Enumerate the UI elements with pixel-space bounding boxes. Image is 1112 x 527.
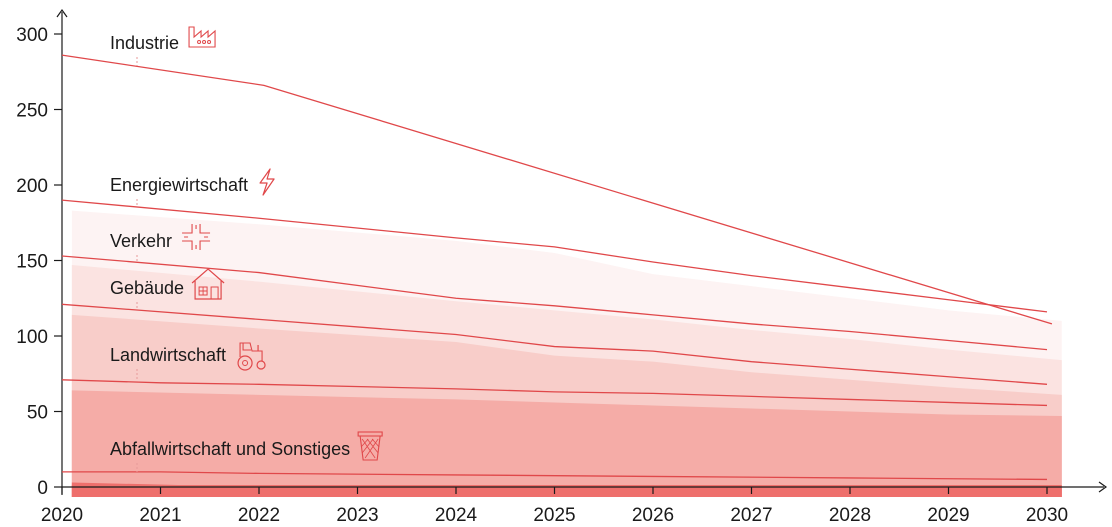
series-label-verkehr: Verkehr: [110, 231, 172, 251]
x-tick-label: 2020: [41, 505, 83, 526]
x-tick-label: 2027: [730, 505, 772, 526]
lightning-bolt-icon: [259, 168, 275, 196]
series-line-energiewirtschaft: [61, 199, 1048, 313]
road-crossing-icon: [182, 224, 211, 250]
x-tick-label: 2029: [927, 505, 969, 526]
y-tick-label: 50: [27, 403, 48, 424]
x-tick-label: 2024: [435, 505, 478, 526]
x-tick-label: 2022: [238, 505, 280, 526]
house-icon: [191, 268, 225, 300]
series-labels: Industrie Energiewirtschaft Verkehr Gebäude…: [110, 26, 383, 472]
factory-icon: [188, 26, 216, 48]
y-tick-label: 300: [16, 25, 48, 46]
axes: 0 50 100 150 200 250 300 2020 2021 2022 2023 2024 20…: [16, 8, 1108, 526]
y-tick-label: 100: [16, 327, 48, 348]
waste-basket-icon: [357, 431, 383, 461]
series-label-abfallwirtschaft-und-sonstiges: Abfallwirtschaft und Sonstiges: [110, 439, 350, 459]
tractor-icon: [237, 342, 266, 371]
area-band-4: [71, 390, 1062, 497]
x-tick-label: 2023: [336, 505, 378, 526]
series-line-abfallwirtschaft-und-sonstiges: [62, 471, 1048, 481]
x-tick-label: 2025: [533, 505, 575, 526]
series-label-gebaeude: Gebäude: [110, 278, 184, 298]
stacked-areas: [71, 210, 1062, 498]
x-tick-label: 2026: [632, 505, 674, 526]
x-tick-label: 2021: [139, 505, 181, 526]
series-line-landwirtschaft: [61, 379, 1048, 407]
series-label-industrie: Industrie: [110, 33, 179, 53]
y-axis-arrow: [56, 8, 68, 18]
y-tick-label: 200: [16, 176, 48, 197]
series-label-energiewirtschaft: Energiewirtschaft: [110, 175, 248, 195]
x-tick-label: 2030: [1026, 505, 1068, 526]
x-axis-arrow: [1098, 481, 1108, 493]
series-line-gebaeude: [61, 303, 1048, 385]
series-line-verkehr: [61, 255, 1048, 351]
series-label-landwirtschaft: Landwirtschaft: [110, 345, 226, 365]
area-bottom-band: [71, 485, 1062, 497]
y-tick-label: 250: [16, 101, 48, 122]
series-lines: [61, 54, 1053, 481]
x-tick-label: 2028: [829, 505, 871, 526]
y-tick-label: 0: [37, 478, 48, 499]
y-tick-label: 150: [16, 252, 48, 273]
series-line-industrie: [61, 54, 1053, 325]
